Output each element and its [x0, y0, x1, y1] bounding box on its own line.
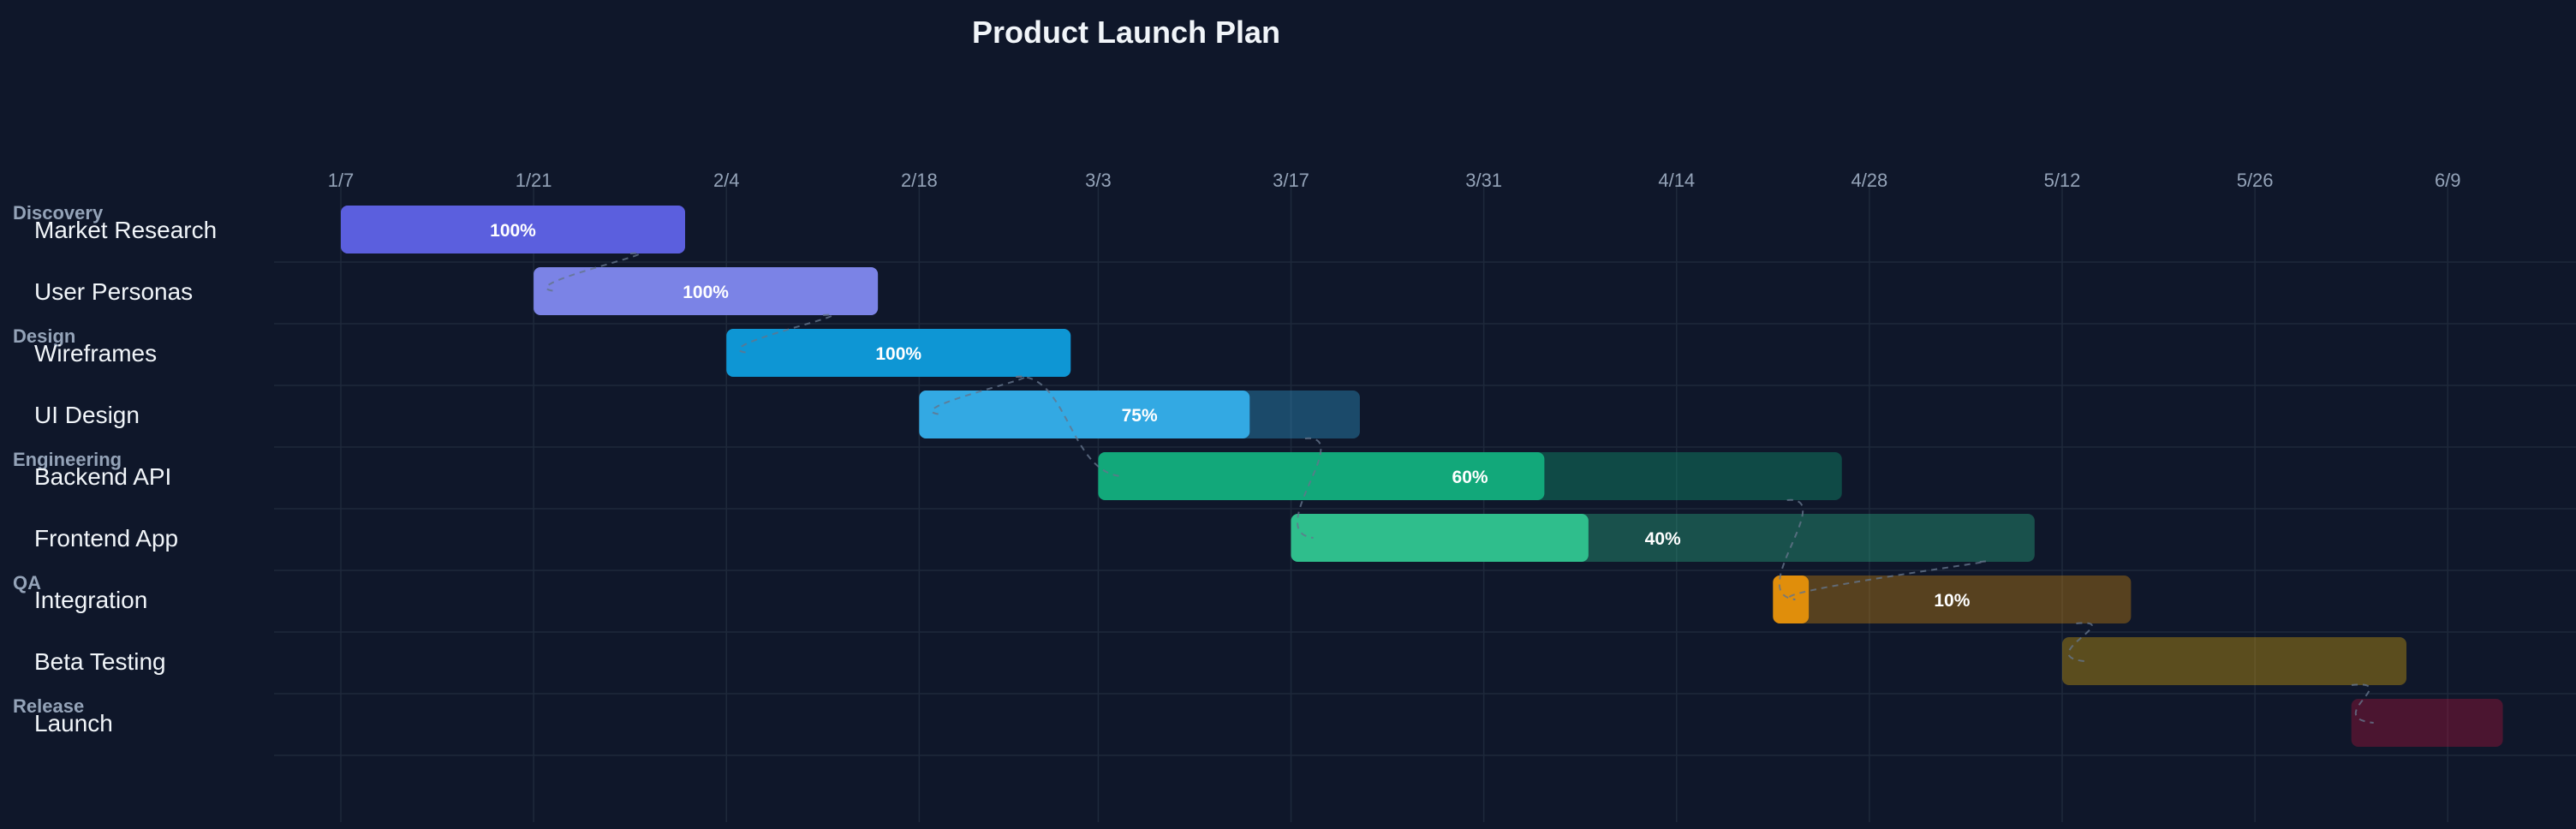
x-tick-label: 3/31	[1465, 170, 1502, 191]
dependency-link	[738, 313, 833, 354]
dependency-links	[546, 252, 2374, 724]
task-label-user-personas: User Personas	[34, 278, 193, 305]
task-label-frontend-app: Frontend App	[34, 525, 178, 552]
group-label-design: Design	[13, 325, 75, 347]
task-label-launch: Launch	[34, 710, 113, 737]
x-tick-label: 3/17	[1273, 170, 1309, 191]
task-bar-progress	[726, 329, 1071, 377]
task-bar-backend-api[interactable]: 60%	[1098, 452, 1842, 500]
x-tick-label: 5/12	[2044, 170, 2081, 191]
task-bar-integration[interactable]: 10%	[1773, 576, 2132, 623]
x-axis-ticks: 1/7 1/21 2/4 2/18 3/3 3/17 3/31 4/14 4/28 5/12 5/2…	[328, 170, 2461, 191]
x-tick-label: 6/9	[2435, 170, 2461, 191]
task-bar-market-research[interactable]: 100%	[341, 206, 685, 253]
progress-label: 60%	[1452, 468, 1488, 487]
group-label-engineering: Engineering	[13, 449, 122, 470]
task-bar-launch[interactable]	[2351, 699, 2503, 747]
task-bar-progress	[1098, 452, 1545, 500]
task-bar-progress	[1773, 576, 1810, 623]
progress-label: 100%	[490, 221, 536, 241]
dependency-link	[1778, 498, 1804, 600]
progress-label: 40%	[1645, 529, 1681, 549]
progress-label: 100%	[683, 283, 729, 302]
x-tick-label: 2/18	[901, 170, 938, 191]
group-label-qa: QA	[13, 572, 41, 593]
task-label-wireframes: Wireframes	[34, 340, 157, 367]
task-bar-user-personas[interactable]: 100%	[534, 267, 879, 315]
x-tick-label: 2/4	[713, 170, 740, 191]
task-bar-progress	[1291, 514, 1589, 562]
dependency-link	[1297, 437, 1322, 539]
task-label-market-research: Market Research	[34, 217, 217, 243]
task-label-integration: Integration	[34, 587, 147, 613]
dependency-link	[1788, 560, 1987, 600]
task-label-ui-design: UI Design	[34, 402, 140, 428]
group-label-release: Release	[13, 695, 84, 717]
task-bars: 100% 100% 100% 75% 60% 40% 10%	[341, 206, 2503, 747]
task-bar-ui-design[interactable]: 75%	[919, 391, 1360, 438]
dependency-link	[546, 252, 641, 292]
dependency-link	[931, 375, 1026, 415]
x-tick-label: 4/14	[1658, 170, 1695, 191]
task-bar-progress	[341, 206, 685, 253]
group-label-discovery: Discovery	[13, 202, 104, 224]
x-tick-label: 1/7	[328, 170, 355, 191]
chart-title: Product Launch Plan	[972, 15, 1280, 50]
task-bar-progress	[534, 267, 879, 315]
task-labels: Discovery Design Engineering QA Release Marke…	[13, 202, 217, 737]
progress-label: 75%	[1122, 406, 1158, 426]
task-label-beta-testing: Beta Testing	[34, 648, 166, 675]
x-tick-label: 3/3	[1085, 170, 1112, 191]
task-bar-beta-testing[interactable]	[2062, 637, 2406, 685]
task-label-backend-api: Backend API	[34, 463, 171, 490]
task-bar-track	[1773, 576, 2132, 623]
task-bar-frontend-app[interactable]: 40%	[1291, 514, 2035, 562]
x-tick-label: 4/28	[1851, 170, 1887, 191]
dependency-link	[1016, 375, 1121, 477]
task-bar-track	[2351, 699, 2503, 747]
task-bar-wireframes[interactable]: 100%	[726, 329, 1071, 377]
progress-label: 100%	[875, 344, 921, 364]
dependency-link	[2351, 683, 2374, 724]
task-bar-progress	[919, 391, 1250, 438]
x-tick-label: 5/26	[2237, 170, 2274, 191]
grid-lines	[274, 175, 2576, 822]
task-bar-track	[2062, 637, 2406, 685]
progress-label: 10%	[1934, 591, 1970, 611]
dependency-link	[2067, 622, 2093, 662]
x-tick-label: 1/21	[516, 170, 552, 191]
